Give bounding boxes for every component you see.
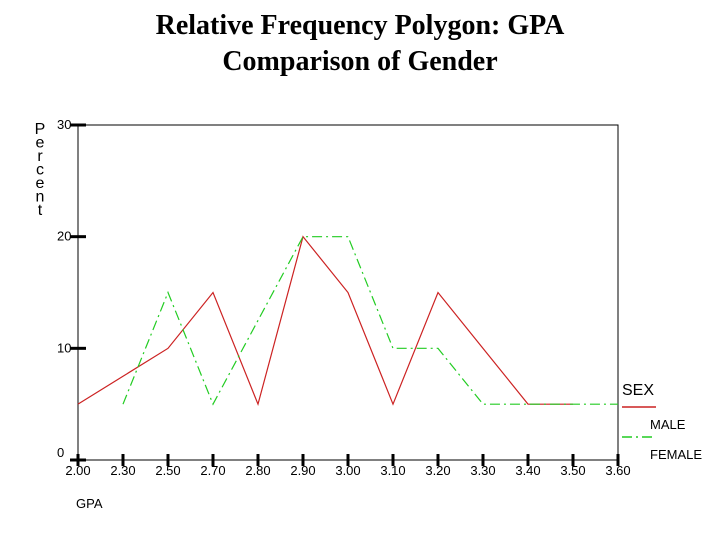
- legend-title: SEX: [622, 382, 654, 399]
- series-line-female: [122, 236, 618, 406]
- y-axis-label-letter: P: [35, 121, 46, 138]
- legend-label-female: FEMALE: [650, 447, 702, 462]
- y-tick-label: 20: [57, 229, 71, 244]
- y-tick-label: 30: [57, 117, 71, 132]
- y-tick-label: 0: [57, 445, 64, 460]
- x-tick-label: 3.40: [515, 463, 540, 478]
- x-tick-label: 2.30: [110, 463, 135, 478]
- x-tick-label: 2.80: [245, 463, 270, 478]
- x-tick-label: 2.00: [65, 463, 90, 478]
- y-axis-label-letter: e: [36, 175, 45, 192]
- legend-label-male: MALE: [650, 417, 686, 432]
- y-axis-label-letter: e: [36, 135, 45, 152]
- y-tick-label: 10: [57, 340, 71, 355]
- x-tick-label: 3.50: [560, 463, 585, 478]
- y-axis-ticks: 0 10 20 30: [57, 117, 86, 462]
- series-lines: [77, 235, 618, 407]
- x-tick-label: 3.20: [425, 463, 450, 478]
- chart-title-line1: Relative Frequency Polygon: GPA: [155, 10, 565, 41]
- x-tick-label: 3.10: [380, 463, 405, 478]
- x-tick-label: 2.90: [290, 463, 315, 478]
- series-line-male: [77, 235, 573, 407]
- x-tick-label: 3.60: [605, 463, 630, 478]
- chart-title: Relative Frequency Polygon: GPA Comparis…: [0, 8, 720, 80]
- x-tick-label: 2.70: [200, 463, 225, 478]
- y-axis-label-letter: n: [36, 189, 45, 206]
- chart-title-line2: Comparison of Gender: [222, 46, 498, 77]
- x-axis-ticks: 2.00 2.30 2.50 2.70 2.80 2.90 3.00 3.10 3.20 3.30…: [65, 454, 631, 478]
- legend: SEX MALE FEMALE: [622, 382, 702, 462]
- y-axis-label-letter: r: [37, 148, 43, 165]
- x-tick-label: 3.30: [470, 463, 495, 478]
- x-tick-label: 2.50: [155, 463, 180, 478]
- x-axis-label: GPA: [76, 496, 103, 511]
- y-axis-label-letter: t: [38, 202, 43, 219]
- y-axis-label-letter: c: [36, 162, 44, 179]
- x-tick-label: 3.00: [335, 463, 360, 478]
